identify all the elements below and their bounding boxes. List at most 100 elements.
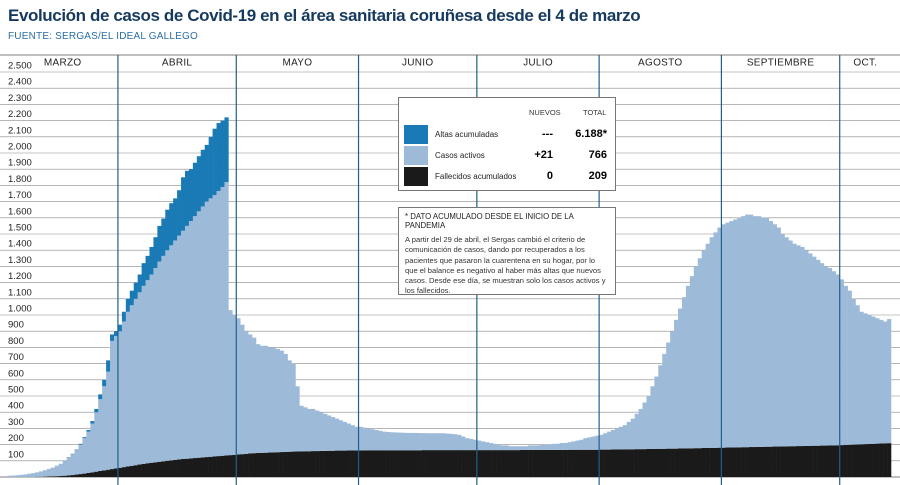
bar-segment — [575, 449, 580, 477]
bar-segment — [354, 426, 359, 451]
bar-segment — [492, 450, 497, 477]
bar-segment — [879, 319, 884, 444]
note: * DATO ACUMULADO DESDE EL INICIO DE LA P… — [398, 207, 616, 295]
bar-segment — [729, 221, 734, 448]
bar-segment — [15, 475, 20, 477]
note-text: A partir del 29 de abril, el Sergas camb… — [405, 235, 606, 296]
y-tick-label: 300 — [8, 417, 24, 428]
bar-segment — [165, 460, 170, 477]
bar-segment — [54, 465, 60, 477]
bar-segment — [536, 445, 541, 450]
bar-segment — [173, 240, 178, 460]
bar-segment — [508, 446, 513, 451]
bar-segment — [752, 216, 758, 448]
bar-segment — [626, 421, 631, 450]
bar-segment — [756, 216, 762, 447]
bar-segment — [441, 433, 446, 451]
bar-segment — [78, 474, 83, 477]
bar-segment — [27, 473, 32, 477]
bar-segment — [319, 412, 324, 451]
bar-segment — [488, 450, 493, 477]
bar-segment — [717, 447, 722, 477]
bar-segment — [721, 224, 726, 448]
bar-segment — [689, 276, 695, 449]
bar-segment — [248, 453, 253, 477]
bar-segment — [654, 376, 659, 449]
bar-segment — [524, 449, 529, 477]
bar-segment — [299, 451, 304, 477]
bar-segment — [823, 445, 829, 477]
bar-segment — [599, 434, 604, 450]
legend-new: +21 — [534, 149, 553, 161]
bar-segment — [196, 457, 202, 477]
bar-segment — [90, 423, 95, 473]
y-tick-label: 400 — [8, 401, 24, 412]
bar-segment — [50, 476, 56, 477]
bar-segment — [334, 418, 340, 451]
bar-segment — [618, 449, 624, 477]
legend: NUEVOS TOTAL Altas acumuladas --- 6.188*… — [398, 97, 616, 191]
bar-segment — [571, 441, 576, 450]
bar-segment — [433, 450, 438, 477]
legend-label: Fallecidos acumulados — [435, 172, 517, 181]
bar-segment — [587, 437, 592, 450]
bar-segment — [303, 407, 308, 452]
bar-segment — [879, 443, 884, 477]
bar-segment — [374, 430, 379, 451]
bar-segment — [102, 386, 107, 471]
bar-segment — [374, 450, 379, 477]
bar-segment — [429, 450, 434, 477]
bar-segment — [729, 447, 734, 477]
bar-segment — [516, 446, 521, 451]
bar-segment — [701, 448, 706, 477]
bar-segment — [855, 305, 860, 445]
bar-segment — [784, 237, 789, 447]
bar-segment — [827, 445, 833, 477]
bar-segment — [749, 447, 754, 477]
bar-segment — [887, 319, 892, 444]
bar-segment — [358, 450, 363, 477]
month-label: OCT. — [853, 58, 877, 69]
bar-segment — [7, 475, 12, 477]
bar-segment — [208, 198, 213, 457]
bar-segment — [409, 450, 415, 477]
bar-segment — [137, 274, 142, 293]
bar-segment — [149, 462, 154, 477]
bar-segment — [141, 463, 146, 477]
bar-segment — [820, 445, 825, 477]
legend-total: 766 — [588, 149, 607, 161]
bar-segment — [709, 447, 714, 477]
bar-segment — [177, 459, 182, 477]
bar-segment — [78, 444, 83, 475]
bar-segment — [125, 311, 131, 467]
bar-segment — [559, 449, 564, 477]
legend-header: NUEVOS — [529, 108, 561, 117]
bar-segment — [429, 433, 434, 451]
bar-segment — [792, 446, 797, 477]
legend-row: Altas acumuladas --- 6.188* — [399, 125, 615, 145]
bar-segment — [196, 211, 202, 458]
bar-segment — [792, 243, 797, 447]
bar-segment — [488, 442, 493, 451]
bar-segment — [441, 450, 446, 477]
bar-segment — [681, 297, 687, 449]
y-tick-label: 1.400 — [8, 239, 32, 250]
bar-segment — [204, 201, 209, 458]
legend-new: --- — [542, 128, 553, 140]
bar-segment — [110, 469, 115, 477]
bar-segment — [468, 450, 474, 477]
bar-segment — [141, 263, 146, 286]
bar-segment — [394, 432, 399, 451]
bar-segment — [555, 443, 560, 450]
bar-segment — [106, 469, 111, 477]
bar-segment — [666, 342, 671, 449]
bar-segment — [358, 426, 363, 451]
bar-segment — [405, 450, 411, 477]
bar-segment — [184, 170, 190, 226]
bar-segment — [468, 438, 474, 451]
y-tick-label: 1.000 — [8, 304, 32, 315]
bar-segment — [539, 449, 545, 477]
bar-segment — [117, 467, 123, 477]
bar-segment — [705, 448, 710, 477]
bar-segment — [259, 452, 265, 477]
